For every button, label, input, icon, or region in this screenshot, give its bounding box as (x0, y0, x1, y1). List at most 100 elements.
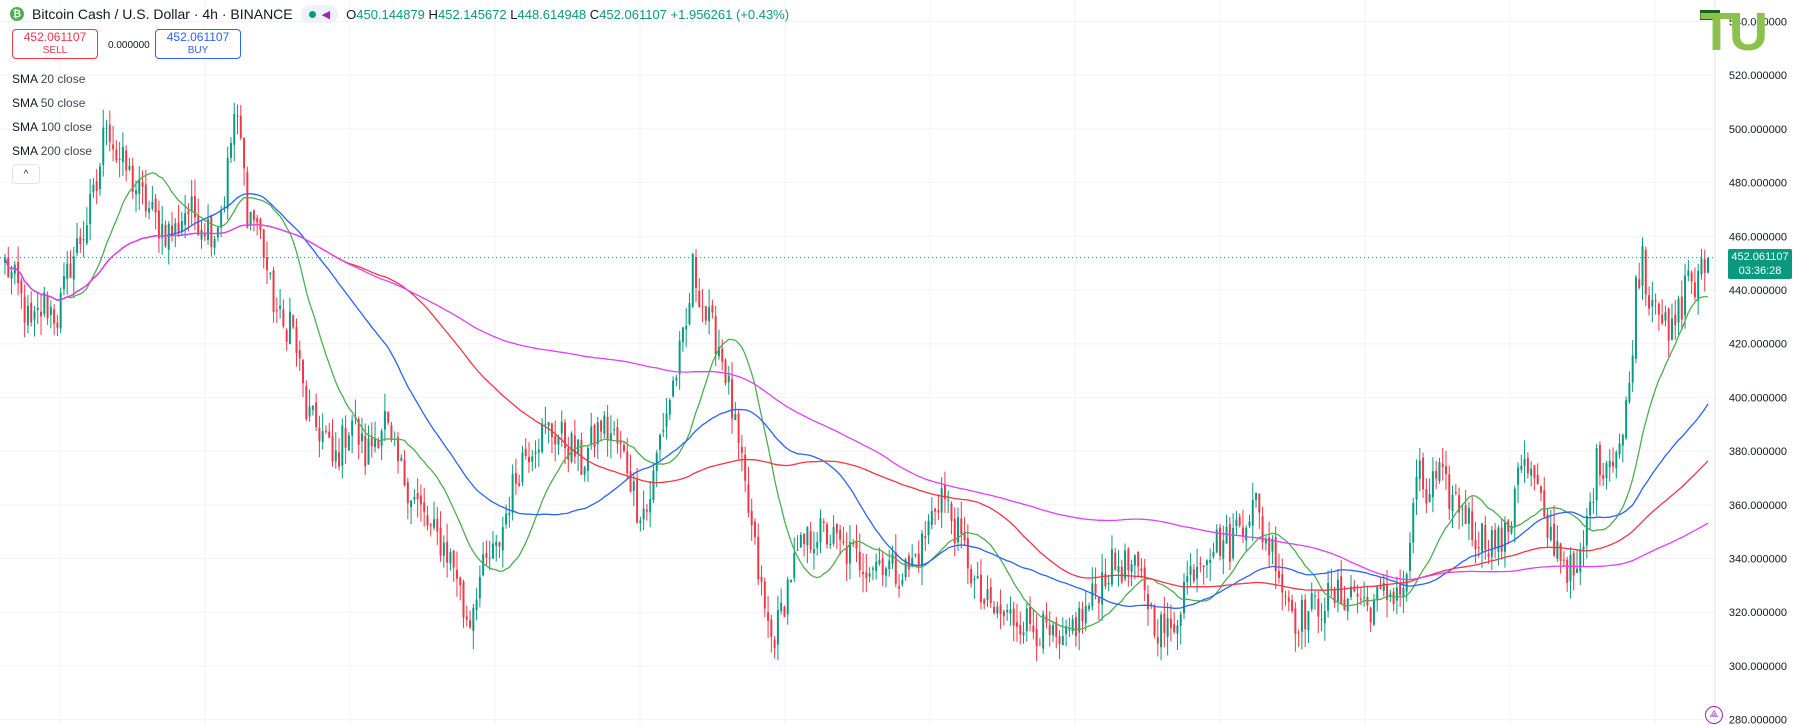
candle-body (1101, 572, 1104, 605)
candle-body (839, 529, 842, 540)
candle-body (803, 533, 806, 545)
candle-body (1294, 608, 1297, 634)
candle-body (1602, 474, 1605, 480)
candle-body (98, 166, 101, 190)
tradingview-icon[interactable]: ⟁ (1705, 706, 1723, 724)
candle-body (1186, 576, 1189, 583)
candle-body (586, 448, 589, 471)
candle-body (364, 435, 367, 467)
candle-body (894, 552, 897, 584)
broker-logo: TU (1700, 2, 1768, 62)
candle-body (940, 488, 943, 513)
candle-body (780, 603, 783, 612)
candle-body (888, 560, 891, 570)
candle-body (475, 599, 478, 611)
legend-sma-200[interactable]: SMA 200 close (12, 144, 93, 158)
candle-body (302, 360, 305, 384)
candle-body (826, 524, 829, 545)
legend-sma-20[interactable]: SMA 20 close (12, 72, 86, 86)
candle-body (1441, 463, 1444, 468)
candle-body (636, 478, 639, 523)
candle-body (26, 305, 29, 326)
flag-icon: ◀ (321, 8, 331, 21)
candle-body (1687, 270, 1690, 276)
candle-body (413, 497, 416, 500)
candle-body (449, 551, 452, 564)
candle-body (518, 483, 521, 486)
candle-countdown: 03:36:28 (1738, 265, 1782, 277)
candle-body (672, 380, 675, 397)
candle-body (1271, 538, 1274, 552)
candle-body (947, 499, 950, 501)
candle-body (1127, 549, 1130, 571)
candle-body (1169, 618, 1172, 629)
candle-body (665, 413, 668, 427)
legend-sma-100[interactable]: SMA 100 close (12, 120, 93, 134)
collapse-legend-button[interactable]: ^ (12, 164, 40, 184)
candle-body (1379, 585, 1382, 590)
candle-body (433, 519, 436, 528)
buy-button[interactable]: 452.061107 BUY (155, 29, 241, 59)
candle-body (858, 551, 861, 571)
candle-body (1422, 457, 1425, 490)
candle-body (1595, 447, 1598, 501)
candle-body (1615, 451, 1618, 469)
candle-body (1022, 632, 1025, 636)
symbol-title[interactable]: Bitcoin Cash / U.S. Dollar · 4h · BINANC… (32, 6, 293, 22)
candle-body (1110, 549, 1113, 585)
change-readout: +1.956261 (+0.43%) (670, 6, 790, 22)
candle-body (727, 375, 730, 383)
candle-body (380, 430, 383, 446)
candle-body (750, 510, 753, 526)
candle-body (1202, 565, 1205, 568)
candle-body (528, 456, 530, 463)
candle-body (469, 619, 472, 628)
candle-body (1084, 605, 1087, 624)
legend-sma-50[interactable]: SMA 50 close (12, 96, 86, 110)
candle-body (1490, 530, 1493, 558)
candle-body (570, 433, 573, 462)
candle-body (1035, 628, 1038, 647)
candle-body (1707, 257, 1709, 273)
candle-body (1621, 434, 1624, 446)
candle-body (203, 233, 206, 237)
candle-body (213, 238, 216, 248)
y-tick-label: 400.000000 (1729, 392, 1787, 404)
candle-body (488, 557, 491, 559)
candle-body (1107, 582, 1110, 585)
candle-body (410, 500, 413, 508)
candle-body (4, 257, 6, 263)
candle-body (1048, 625, 1051, 636)
candle-body (23, 296, 26, 323)
candle-body (357, 419, 360, 445)
indicator-legend: SMA 20 close SMA 50 close SMA 100 close … (12, 70, 92, 166)
candle-body (1212, 551, 1215, 557)
candle-body (770, 619, 773, 637)
candle-body (138, 179, 141, 194)
candle-body (1114, 552, 1117, 570)
candle-body (593, 425, 596, 447)
y-tick-label: 280.000000 (1729, 715, 1787, 725)
candle-body (72, 256, 75, 280)
sell-button[interactable]: 452.061107 SELL (12, 29, 98, 59)
sma-line (4, 192, 1709, 609)
candle-body (387, 411, 390, 423)
candle-body (993, 606, 996, 614)
candle-body (56, 322, 59, 328)
candle-body (639, 520, 642, 524)
candle-body (537, 449, 540, 453)
candle-body (1389, 593, 1392, 597)
candle-body (233, 114, 236, 145)
y-tick-label: 520.000000 (1729, 70, 1787, 82)
candle-body (374, 438, 377, 448)
candle-body (1690, 272, 1693, 282)
market-status-pill[interactable]: ◀ (300, 5, 339, 23)
sma-line (4, 172, 1709, 631)
candle-body (1189, 565, 1192, 575)
candle-body (1566, 559, 1569, 583)
candle-body (269, 272, 272, 274)
candle-body (1078, 607, 1081, 633)
candle-body (459, 577, 462, 586)
candle-body (524, 448, 527, 456)
